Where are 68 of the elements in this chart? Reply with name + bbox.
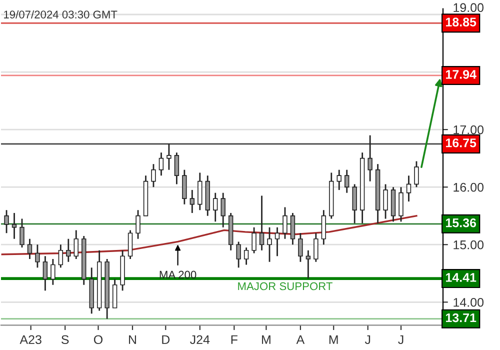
candlestick (50, 258, 56, 286)
candlestick (27, 238, 32, 260)
candlestick (282, 206, 288, 240)
y-tick-label: 17.00 (454, 125, 484, 134)
candlestick (321, 209, 326, 246)
ref-line-label: 13.71 (446, 313, 476, 322)
candlestick (274, 226, 280, 257)
x-tick-label: A (296, 335, 305, 344)
ref-line-label: 18.85 (446, 18, 476, 26)
candlestick (58, 244, 64, 268)
y-tick-label: 19.00 (454, 3, 484, 12)
candlestick (344, 169, 350, 194)
candlestick (20, 218, 24, 248)
candlestick (290, 212, 296, 246)
candlestick (35, 244, 40, 268)
annotation: 19/07/2024 03:30 GMT (4, 10, 118, 18)
candlestick (352, 184, 357, 224)
candlestick (336, 169, 342, 191)
ref-line-label: 14.41 (446, 273, 476, 282)
candlestick (213, 192, 218, 222)
candlestick (383, 184, 388, 220)
x-tick-label: N (129, 335, 136, 344)
candlestick (368, 134, 372, 182)
ref-line-label: 17.94 (446, 70, 476, 79)
ref-line-label: 15.36 (446, 218, 476, 228)
candlestick (244, 246, 249, 266)
candlestick (12, 212, 17, 240)
candlestick (151, 163, 156, 188)
candlestick (220, 192, 226, 228)
x-tick-label: O (94, 335, 103, 344)
candlestick (414, 160, 419, 188)
x-tick-label: M (262, 335, 270, 344)
candlestick (112, 278, 118, 309)
x-tick-label: A23 (20, 335, 42, 344)
candlestick (128, 230, 133, 260)
candlestick (198, 172, 202, 211)
candlestick (4, 209, 9, 234)
candlestick (190, 189, 195, 214)
x-tick-label: J24 (190, 335, 210, 344)
candlestick (136, 209, 140, 240)
x-tick-label: M (329, 335, 338, 344)
x-tick-label: D (162, 335, 170, 344)
annotation: MAJOR SUPPORT (238, 282, 332, 290)
x-tick-label: J (398, 335, 404, 344)
candlestick (398, 186, 404, 222)
candlestick (42, 255, 48, 292)
candlestick (182, 169, 187, 206)
candlestick (236, 241, 241, 268)
x-tick-label: S (61, 335, 69, 344)
candlestick (314, 232, 318, 263)
candlestick (259, 195, 264, 252)
ref-line-label: 16.75 (446, 138, 476, 148)
candlestick (158, 152, 164, 176)
candlestick (66, 238, 71, 263)
candlestick (406, 174, 412, 202)
x-tick-label: F (231, 335, 238, 344)
candlestick (166, 143, 172, 171)
candlestick (267, 226, 272, 263)
candlestick (252, 226, 256, 254)
y-tick-label: 14.00 (454, 298, 484, 307)
y-tick-label: 15.00 (454, 240, 484, 250)
candlestick (298, 232, 303, 263)
y-tick-label: 16.00 (454, 182, 484, 192)
annotation: MA 200 (160, 270, 196, 279)
candlestick (306, 250, 311, 280)
x-tick-label: J (364, 335, 370, 344)
candlestick (174, 152, 180, 185)
candlestick (74, 230, 78, 260)
